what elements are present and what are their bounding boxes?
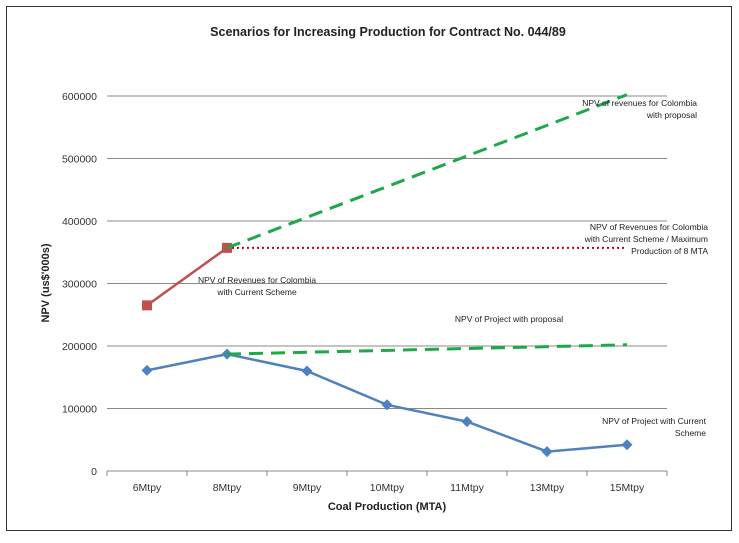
annotation-line: Production of 8 MTA (631, 246, 708, 256)
data-point-diamond (221, 348, 233, 360)
gridlines (107, 95, 667, 409)
annotation-line: NPV of revenues for Colombia (582, 98, 697, 108)
series-line-revenues_proposal (226, 93, 628, 250)
annotation-line: NPV of Revenues for Colombia (590, 222, 708, 232)
annotation-line: NPV of Project with proposal (455, 314, 563, 324)
annotation-line: NPV of Revenues for Colombia (198, 275, 316, 285)
data-point-diamond (541, 446, 553, 458)
annotations: NPV of revenues for Colombia with proposa… (198, 98, 708, 438)
annotation-ann_project_current: NPV of Project with Current Scheme (602, 416, 707, 438)
x-tick-label: 13Mtpy (530, 482, 565, 494)
annotation-line: with Current Scheme (216, 287, 297, 297)
x-tick-label: 8Mtpy (213, 482, 242, 494)
series-project_proposal (226, 343, 628, 356)
data-point-diamond (461, 416, 473, 428)
y-tick-label: 200000 (62, 341, 97, 353)
x-tick-label: 9Mtpy (293, 482, 322, 494)
x-tick-label: 10Mtpy (370, 482, 405, 494)
x-axis-ticks: 6Mtpy 8Mtpy 9Mtpy 10Mtpy 11Mtpy 13Mtpy 15Mtpy (106, 471, 668, 494)
annotation-ann_revenues_proposal: NPV of revenues for Colombia with proposa… (582, 98, 697, 120)
data-point-diamond (141, 364, 153, 376)
data-point-diamond (381, 399, 393, 411)
y-axis-title: NPV (us$'000s) (40, 243, 52, 322)
x-tick-label: 6Mtpy (133, 482, 162, 494)
chart-border (6, 6, 732, 531)
annotation-ann_revenues_current: NPV of Revenues for Colombia with Current… (198, 275, 316, 297)
annotation-line: NPV of Project with Current (602, 416, 707, 426)
series-revenues_proposal (226, 93, 628, 250)
series-line-revenues_current (146, 246, 228, 307)
x-tick-label: 11Mtpy (450, 482, 484, 494)
y-tick-label: 500000 (62, 154, 97, 166)
y-tick-label: 600000 (62, 91, 97, 103)
y-tick-label: 300000 (62, 279, 97, 291)
series-line-project_proposal (226, 343, 628, 356)
series-group (141, 93, 633, 458)
annotation-line: with proposal (646, 110, 697, 120)
data-point-diamond (621, 439, 633, 451)
x-tick-label: 15Mtpy (610, 482, 645, 494)
data-point-square (142, 300, 152, 311)
y-tick-label: 100000 (62, 404, 97, 416)
annotation-line: Scheme (675, 428, 706, 438)
y-tick-label: 400000 (62, 216, 97, 228)
annotation-line: with Current Scheme / Maximum (584, 234, 708, 244)
annotation-ann_revenues_max: NPV of Revenues for Colombia with Current… (584, 222, 709, 256)
chart-title: Scenarios for Increasing Production for … (210, 25, 566, 39)
y-axis-ticks: 0 100000 200000 300000 400000 500000 600000 (62, 91, 97, 478)
annotation-ann_project_proposal: NPV of Project with proposal (455, 314, 563, 324)
y-tick-label: 0 (91, 466, 97, 478)
data-point-diamond (301, 365, 313, 377)
x-axis-title: Coal Production (MTA) (328, 501, 447, 513)
